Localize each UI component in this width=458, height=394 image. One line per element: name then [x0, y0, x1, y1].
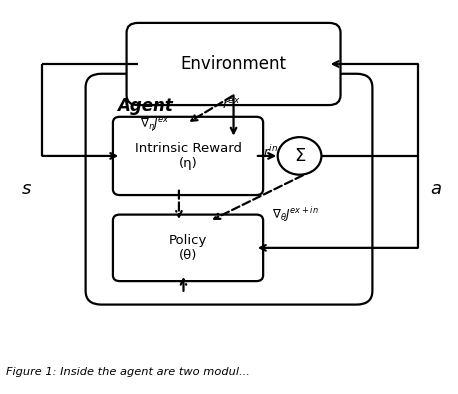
Circle shape	[278, 137, 322, 175]
Text: Agent: Agent	[117, 97, 173, 115]
Text: Figure 1: Inside the agent are two modul...: Figure 1: Inside the agent are two modul…	[6, 367, 250, 377]
Text: $\nabla_{\eta}J^{ex}$: $\nabla_{\eta}J^{ex}$	[140, 115, 170, 134]
FancyBboxPatch shape	[113, 215, 263, 281]
Text: Policy
(θ): Policy (θ)	[169, 234, 207, 262]
Text: Intrinsic Reward
(η): Intrinsic Reward (η)	[135, 142, 241, 170]
Text: Environment: Environment	[180, 55, 287, 73]
Text: $a$: $a$	[430, 180, 442, 198]
FancyBboxPatch shape	[86, 74, 372, 305]
Text: $r^{ex}$: $r^{ex}$	[222, 98, 240, 112]
Text: $r^{in}$: $r^{in}$	[263, 144, 278, 160]
Text: Σ: Σ	[294, 147, 305, 165]
Text: $s$: $s$	[21, 180, 32, 198]
FancyBboxPatch shape	[126, 23, 341, 105]
Text: $\nabla_{\theta}J^{ex+in}$: $\nabla_{\theta}J^{ex+in}$	[272, 205, 319, 224]
FancyBboxPatch shape	[113, 117, 263, 195]
